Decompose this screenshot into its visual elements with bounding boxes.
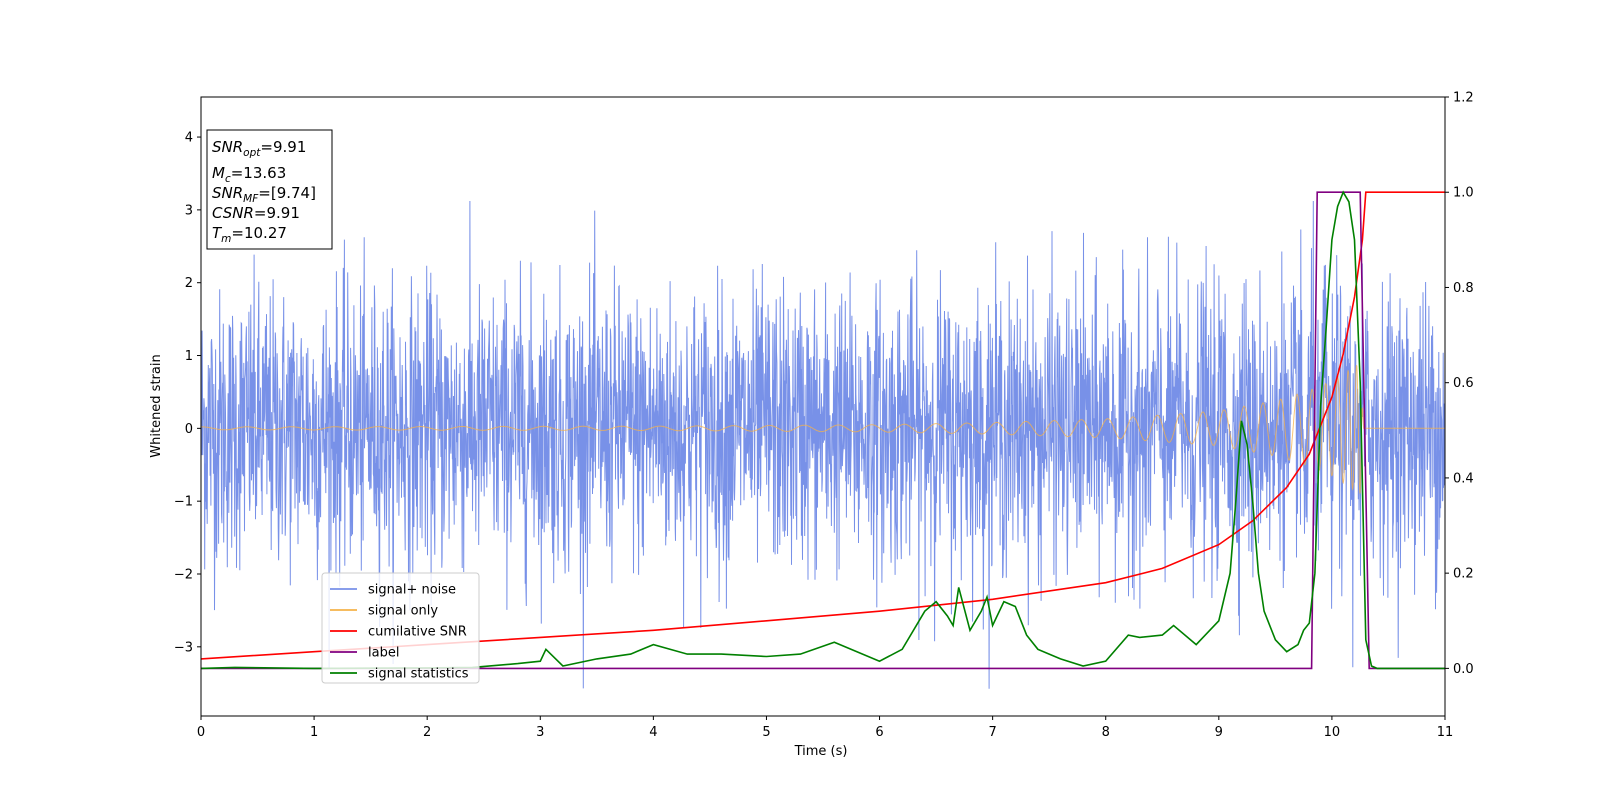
- y-tick-label: 2: [185, 276, 193, 291]
- x-tick-label: 5: [762, 725, 770, 740]
- info-tm: Tm=10.27: [212, 224, 287, 245]
- y-tick-label: 4: [185, 131, 193, 146]
- x-tick-label: 9: [1215, 725, 1223, 740]
- plot-frame: [200, 96, 1446, 717]
- legend-entry: signal only: [368, 604, 438, 619]
- info-csnr: CSNR=9.91: [212, 204, 300, 222]
- x-axis-label: Time (s): [794, 744, 848, 759]
- y-tick-label: 0: [185, 422, 193, 437]
- info-mc: Mc=13.63: [212, 164, 286, 185]
- x-tick-label: 10: [1324, 725, 1341, 740]
- legend: signal+ noise signal only cumilative SNR la…: [321, 572, 480, 684]
- series-line-signal-only: [201, 365, 1445, 494]
- series-line-cumulative-snr: [201, 191, 1445, 660]
- x-tick-label: 4: [649, 725, 657, 740]
- info-snr-mf: SNRMF=[9.74]: [212, 184, 316, 205]
- x-tick-label: 0: [197, 725, 205, 740]
- legend-entry: label: [368, 646, 399, 661]
- info-snr-opt: SNRopt=9.91: [212, 138, 306, 159]
- y-axis-label: Whitened strain: [149, 354, 164, 457]
- y-tick-label: −1: [174, 495, 193, 510]
- y2-tick-label: 0.6: [1453, 376, 1474, 391]
- x-tick-label: 6: [875, 725, 883, 740]
- x-tick-label: 11: [1437, 725, 1454, 740]
- y-tick-label: −2: [174, 567, 193, 582]
- x-tick-label: 2: [423, 725, 431, 740]
- y-axis-left: −3 −2 −1 0 1 2 3 4: [174, 131, 201, 655]
- y-tick-label: 3: [185, 203, 193, 218]
- legend-entry: signal+ noise: [368, 583, 456, 598]
- y2-tick-label: 1.0: [1453, 186, 1474, 201]
- y-axis-right: 0.0 0.2 0.4 0.6 0.8 1.0 1.2: [1445, 91, 1474, 677]
- x-tick-label: 3: [536, 725, 544, 740]
- legend-entry: signal statistics: [368, 667, 469, 682]
- plot-data: [201, 190, 1445, 689]
- series-line-signal-noise: [201, 200, 1445, 689]
- legend-frame: [321, 572, 480, 684]
- info-box: SNRopt=9.91 Mc=13.63 SNRMF=[9.74] CSNR=9…: [206, 129, 333, 250]
- x-tick-label: 8: [1102, 725, 1110, 740]
- y2-tick-label: 0.0: [1453, 662, 1474, 677]
- y-tick-label: 1: [185, 349, 193, 364]
- x-tick-label: 1: [310, 725, 318, 740]
- info-box-frame: [206, 129, 333, 250]
- y-tick-label: −3: [174, 640, 193, 655]
- x-tick-label: 7: [988, 725, 996, 740]
- x-axis: 0 1 2 3 4 5 6 7 8 9 10 11: [197, 716, 1453, 740]
- y2-tick-label: 0.8: [1453, 281, 1474, 296]
- y2-tick-label: 0.2: [1453, 567, 1474, 582]
- y2-tick-label: 0.4: [1453, 471, 1474, 486]
- y2-tick-label: 1.2: [1453, 91, 1474, 106]
- series-line-signal-statistics: [201, 190, 1445, 670]
- legend-entry: cumilative SNR: [368, 625, 467, 640]
